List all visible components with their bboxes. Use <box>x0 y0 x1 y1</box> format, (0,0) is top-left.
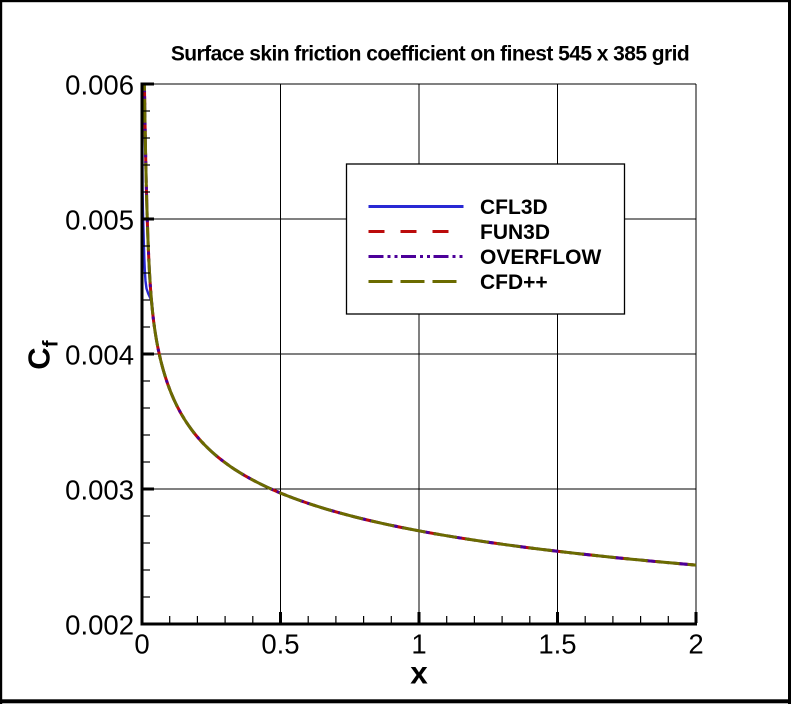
svg-text:Surface skin friction coeffici: Surface skin friction coefficient on fin… <box>171 43 689 66</box>
svg-text:FUN3D: FUN3D <box>480 221 550 244</box>
svg-text:0.005: 0.005 <box>65 205 134 236</box>
svg-text:0.5: 0.5 <box>261 628 299 659</box>
svg-text:CFD++: CFD++ <box>480 271 548 294</box>
svg-text:x: x <box>410 655 428 691</box>
svg-text:0: 0 <box>134 628 149 659</box>
svg-text:OVERFLOW: OVERFLOW <box>480 246 602 269</box>
svg-text:0.003: 0.003 <box>65 475 134 506</box>
svg-text:0.006: 0.006 <box>65 70 134 101</box>
svg-text:2: 2 <box>688 628 703 659</box>
svg-text:0.004: 0.004 <box>65 340 134 371</box>
svg-text:1: 1 <box>411 628 426 659</box>
svg-text:0.002: 0.002 <box>65 610 134 641</box>
svg-text:1.5: 1.5 <box>538 628 576 659</box>
svg-text:CFL3D: CFL3D <box>480 196 548 219</box>
